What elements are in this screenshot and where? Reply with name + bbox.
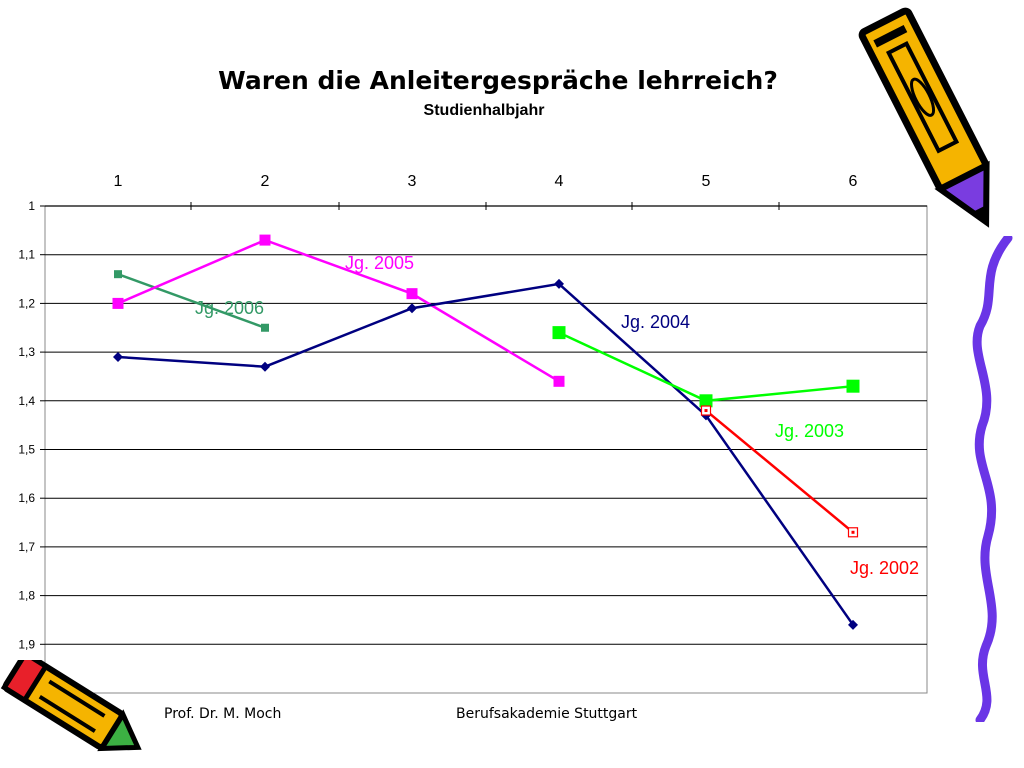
data-point xyxy=(114,270,122,279)
y-tick-label: 1,8 xyxy=(18,589,35,603)
x-tick-label: 6 xyxy=(849,173,858,190)
data-point xyxy=(552,326,566,340)
series-line xyxy=(117,282,855,626)
series-line xyxy=(117,273,266,329)
series-label: Jg. 2006 xyxy=(195,298,264,318)
y-tick-label: 1,7 xyxy=(18,540,35,554)
data-point xyxy=(406,288,418,300)
data-point xyxy=(848,619,858,630)
series-label: Jg. 2004 xyxy=(621,312,690,332)
label-layer: Jg. 2006 Jg. 2005 Jg. 2004 Jg. 2003 Jg. 2002 xyxy=(195,253,919,578)
data-point xyxy=(699,394,713,408)
y-tick-label: 1,4 xyxy=(18,394,35,408)
series-label: Jg. 2005 xyxy=(345,253,414,273)
axis-layer: 11,11,21,31,41,51,61,71,81,92123456 xyxy=(18,173,927,700)
slide-title: Waren die Anleitergespräche lehrreich? xyxy=(218,66,778,95)
series-line xyxy=(705,409,854,534)
y-tick-label: 1,3 xyxy=(18,345,35,359)
y-tick-label: 1,6 xyxy=(18,491,35,505)
data-point xyxy=(260,361,270,372)
data-point xyxy=(261,323,269,332)
data-point xyxy=(846,379,860,393)
data-point-center xyxy=(704,409,708,413)
chart-axis-title: Studienhalbjahr xyxy=(423,102,545,119)
x-tick-label: 3 xyxy=(408,173,417,190)
series-line xyxy=(558,331,854,403)
y-tick-label: 1,9 xyxy=(18,637,35,651)
y-tick-label: 1 xyxy=(28,199,35,213)
y-tick-label: 1,1 xyxy=(18,248,35,262)
pencil-bottom-left-icon xyxy=(0,660,142,752)
series-layer xyxy=(112,234,860,630)
y-tick-label: 1,2 xyxy=(18,296,35,310)
data-point xyxy=(553,375,565,387)
pencil-top-right-icon xyxy=(858,7,990,228)
y-tick-label: 1,5 xyxy=(18,443,35,457)
x-tick-label: 2 xyxy=(261,173,270,190)
data-point xyxy=(554,278,564,289)
data-point-center xyxy=(851,530,855,534)
series-label: Jg. 2002 xyxy=(850,558,919,578)
data-point xyxy=(113,351,123,362)
data-point xyxy=(407,303,417,314)
series-label: Jg. 2003 xyxy=(775,421,844,441)
footer-author: Prof. Dr. M. Moch xyxy=(164,706,282,722)
series-line xyxy=(117,238,560,383)
data-point xyxy=(112,297,124,309)
purple-squiggle-icon xyxy=(972,236,1013,722)
x-tick-label: 1 xyxy=(114,173,123,190)
data-point xyxy=(259,234,271,246)
x-tick-label: 4 xyxy=(555,173,564,190)
footer-institution: Berufsakademie Stuttgart xyxy=(456,706,638,722)
x-tick-label: 5 xyxy=(702,173,711,190)
